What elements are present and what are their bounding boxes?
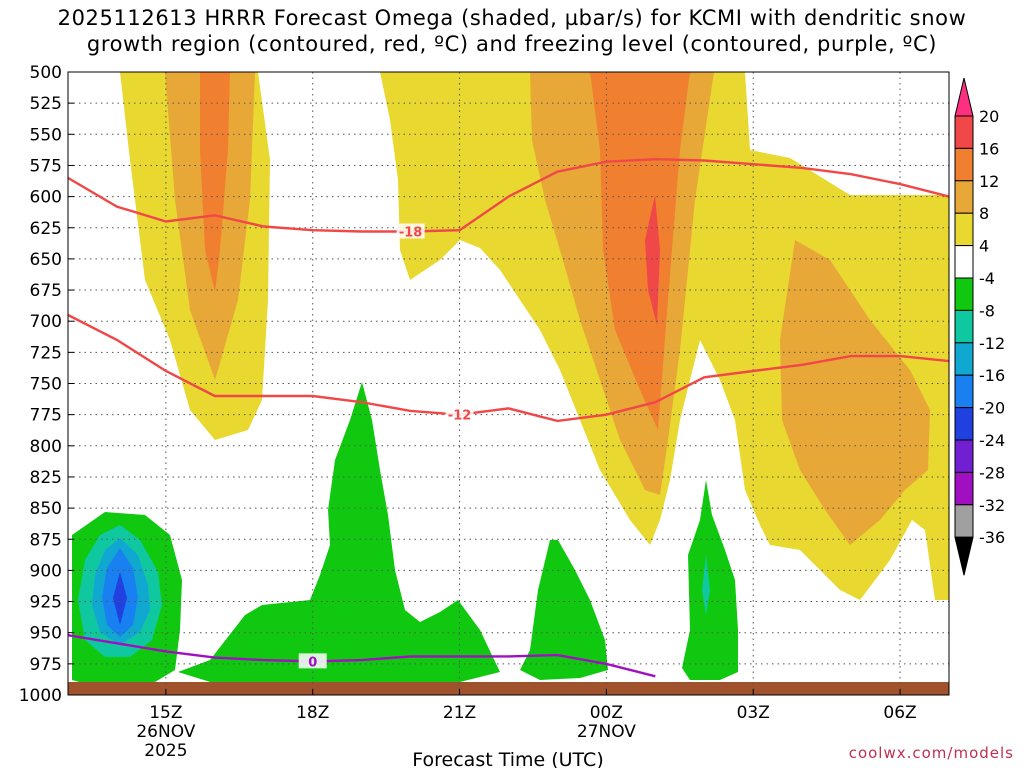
omega-fill-minus4-2330z <box>520 540 608 680</box>
omega-fill-minus20-15z <box>113 572 127 625</box>
colorbar-label-13: -36 <box>979 528 1005 547</box>
y-tick-label-825: 825 <box>30 468 62 488</box>
chart-title-line-2: growth region (contoured, red, ºC) and f… <box>86 32 938 56</box>
x-tick-date-15Z: 26NOV <box>136 722 195 742</box>
x-tick-year-15Z: 2025 <box>144 741 187 761</box>
colorbar-label-5: -4 <box>979 269 995 288</box>
omega-fill-minus4-02z <box>682 480 738 680</box>
dgz-minus12-label: -12 <box>448 409 472 424</box>
x-tick-label-15Z: 15Z <box>149 703 182 723</box>
y-tick-label-850: 850 <box>30 499 62 519</box>
colorbar-label-12: -32 <box>979 496 1005 515</box>
dgz-minus18-line <box>67 157 950 233</box>
freezing-level-0-label: 0 <box>308 655 317 670</box>
source-credit: coolwx.com/models <box>848 744 1014 762</box>
y-tick-label-600: 600 <box>30 188 62 208</box>
colorbar: 20 16 12 8 4 -4 -8 -12 -16 -20 -24 -28 -32 -36 <box>954 77 1005 576</box>
colorbar-swatch-1 <box>954 115 974 149</box>
y-tick-label-875: 875 <box>30 530 62 550</box>
y-tick-label-925: 925 <box>30 593 62 613</box>
y-tick-label-900: 900 <box>30 561 62 581</box>
colorbar-label-6: -8 <box>979 301 995 320</box>
y-tick-label-750: 750 <box>30 375 62 395</box>
colorbar-swatch-9 <box>954 374 974 409</box>
y-tick-label-575: 575 <box>30 156 62 176</box>
y-tick-label-725: 725 <box>30 343 62 363</box>
colorbar-label-0: 20 <box>979 107 999 126</box>
colorbar-label-9: -20 <box>979 399 1005 418</box>
plot-grid <box>68 71 949 696</box>
y-tick-label-525: 525 <box>30 94 62 114</box>
y-tick-label-625: 625 <box>30 219 62 239</box>
y-axis: 500 525 550 575 600 625 650 675 700 725 750 775 800 8… <box>19 63 74 706</box>
colorbar-label-4: 4 <box>979 237 989 256</box>
y-tick-label-775: 775 <box>30 406 62 426</box>
dgz-minus18-label: -18 <box>399 225 423 240</box>
colorbar-swatch-3 <box>954 180 974 214</box>
y-tick-label-950: 950 <box>30 624 62 644</box>
y-tick-label-700: 700 <box>30 312 62 332</box>
omega-fill-minus8-02z <box>702 555 710 615</box>
y-tick-label-650: 650 <box>30 250 62 270</box>
x-axis-title: Forecast Time (UTC) <box>412 749 603 768</box>
y-tick-label-800: 800 <box>30 437 62 457</box>
ground-surface <box>68 682 949 695</box>
y-tick-label-1000: 1000 <box>19 686 62 706</box>
y-tick-label-675: 675 <box>30 281 62 301</box>
temperature-contours: -18 -12 0 <box>67 157 950 678</box>
colorbar-label-3: 8 <box>979 204 989 223</box>
freezing-level-0-line <box>67 634 656 678</box>
colorbar-top-arrow <box>954 77 974 117</box>
freezing-level-0-label-bg <box>298 653 327 669</box>
colorbar-label-10: -24 <box>979 431 1005 450</box>
colorbar-swatch-4 <box>954 212 974 247</box>
x-tick-label-03Z: 03Z <box>737 703 770 723</box>
colorbar-swatch-10 <box>954 407 974 441</box>
omega-fill-8-core-05z <box>780 240 930 545</box>
colorbar-swatch-8 <box>954 342 974 376</box>
omega-fill-minus4-19z <box>178 382 500 685</box>
colorbar-label-11: -28 <box>979 463 1005 482</box>
colorbar-label-1: 16 <box>979 139 999 158</box>
x-tick-label-18Z: 18Z <box>296 703 329 723</box>
colorbar-swatch-2 <box>954 147 974 182</box>
x-tick-label-21Z: 21Z <box>443 703 476 723</box>
colorbar-label-8: -16 <box>979 366 1005 385</box>
x-tick-date-00Z: 27NOV <box>577 722 636 742</box>
omega-fill-16-peak-00z <box>645 195 660 325</box>
x-tick-label-00Z: 00Z <box>590 703 623 723</box>
colorbar-label-7: -12 <box>979 334 1005 353</box>
colorbar-swatch-7 <box>954 309 974 344</box>
colorbar-swatch-13 <box>954 504 974 538</box>
y-tick-label-975: 975 <box>30 655 62 675</box>
omega-fill-12-core-15z <box>200 72 230 292</box>
colorbar-label-2: 12 <box>979 172 999 191</box>
dgz-minus12-label-bg <box>445 406 474 422</box>
dgz-minus12-line <box>67 313 950 423</box>
y-tick-label-500: 500 <box>30 63 62 83</box>
colorbar-bottom-arrow <box>954 536 974 576</box>
plot-area <box>68 72 949 695</box>
x-tick-label-06Z: 06Z <box>883 703 916 723</box>
colorbar-swatch-5 <box>954 245 974 279</box>
y-tick-label-550: 550 <box>30 125 62 145</box>
colorbar-swatch-12 <box>954 471 974 506</box>
chart-title-line-1: 2025112613 HRRR Forecast Omega (shaded, … <box>57 6 967 30</box>
colorbar-swatch-6 <box>954 277 974 311</box>
colorbar-swatch-11 <box>954 439 974 473</box>
dgz-minus18-label-bg <box>396 223 425 239</box>
